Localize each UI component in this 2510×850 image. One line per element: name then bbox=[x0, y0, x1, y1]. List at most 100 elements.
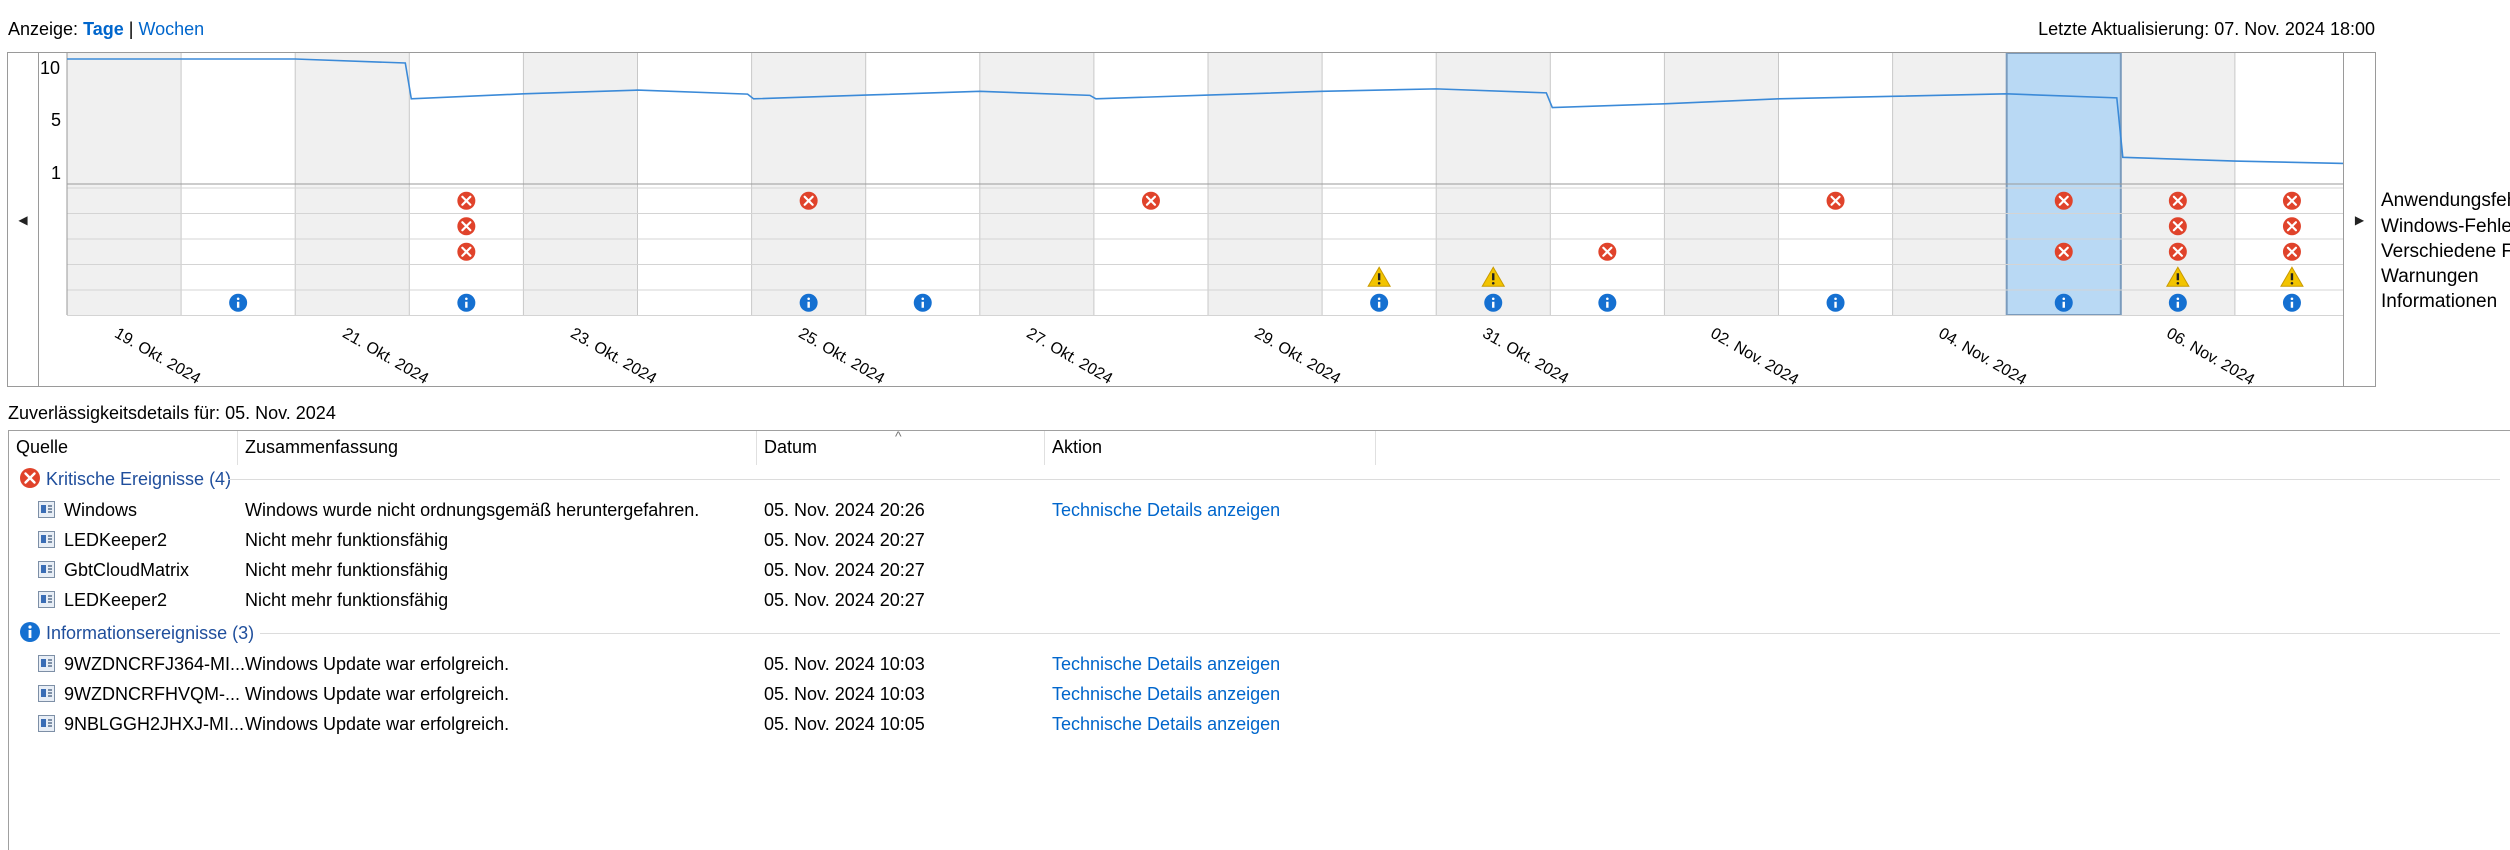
y-tick-1: 1 bbox=[51, 163, 62, 183]
row-summary[interactable]: Nicht mehr funktionsfähig bbox=[245, 530, 449, 550]
last-update: Letzte Aktualisierung: 07. Nov. 2024 18:… bbox=[2038, 19, 2375, 39]
column-header-action[interactable]: Aktion bbox=[1052, 437, 1103, 457]
info-icon-bar bbox=[1492, 301, 1495, 308]
row-summary[interactable]: Windows Update war erfolgreich. bbox=[245, 684, 510, 704]
category-misc-errors: Verschiedene Fel bbox=[2381, 241, 2510, 262]
error-icon-cross bbox=[461, 221, 472, 232]
category-informations: Informationen bbox=[2381, 291, 2498, 312]
column-divider[interactable] bbox=[237, 431, 238, 465]
info-icon-dot bbox=[236, 297, 240, 301]
error-icon-cross bbox=[1145, 195, 1157, 206]
category-windows-errors: Windows-Fehler bbox=[2381, 216, 2510, 237]
info-icon-dot bbox=[921, 297, 925, 301]
row-source[interactable]: Windows bbox=[64, 500, 138, 520]
warning-icon-mark bbox=[1492, 273, 1495, 281]
row-date[interactable]: 05. Nov. 2024 20:27 bbox=[764, 590, 925, 610]
info-icon-dot bbox=[807, 297, 810, 301]
application-icon bbox=[38, 501, 55, 518]
application-icon bbox=[38, 655, 55, 672]
group-critical-events[interactable]: Kritische Ereignisse (4) bbox=[46, 469, 232, 489]
view-separator: | bbox=[128, 19, 134, 39]
row-source[interactable]: GbtCloudMatrix bbox=[64, 560, 190, 580]
info-icon-bar bbox=[2062, 301, 2065, 308]
row-source[interactable]: LEDKeeper2 bbox=[64, 590, 168, 610]
row-date[interactable]: 05. Nov. 2024 20:26 bbox=[764, 500, 925, 520]
view-days-link[interactable]: Tage bbox=[83, 19, 124, 39]
info-icon-dot bbox=[1491, 297, 1495, 301]
row-source[interactable]: LEDKeeper2 bbox=[64, 530, 168, 550]
group-information-events[interactable]: Informationsereignisse (3) bbox=[46, 623, 255, 643]
view-selector: Anzeige: Tage | Wochen bbox=[8, 19, 204, 40]
technical-details-link[interactable]: Technische Details anzeigen bbox=[1052, 684, 1281, 704]
column-header-date[interactable]: Datum bbox=[764, 437, 818, 457]
error-icon-cross bbox=[2058, 246, 2069, 257]
row-summary[interactable]: Nicht mehr funktionsfähig bbox=[245, 560, 449, 580]
info-icon-dot bbox=[2290, 297, 2294, 301]
column-header-source[interactable]: Quelle bbox=[16, 437, 69, 457]
warning-icon-mark bbox=[2290, 273, 2294, 281]
info-icon-bar bbox=[1834, 301, 1837, 308]
reliability-chart bbox=[38, 52, 2350, 387]
row-source[interactable]: 9WZDNCRFJ364-MI... bbox=[64, 654, 246, 674]
category-app-errors: Anwendungsfeh bbox=[2381, 190, 2510, 211]
info-icon-bar bbox=[1606, 301, 1609, 308]
triangle-right-icon: ▶ bbox=[2354, 212, 2365, 227]
application-icon bbox=[38, 715, 55, 732]
row-date[interactable]: 05. Nov. 2024 10:03 bbox=[764, 684, 925, 704]
row-date[interactable]: 05. Nov. 2024 20:27 bbox=[764, 560, 925, 580]
warning-icon-dot bbox=[1491, 281, 1495, 285]
error-icon-cross bbox=[461, 195, 472, 206]
info-icon-bar bbox=[2290, 301, 2294, 308]
details-table bbox=[8, 430, 2510, 850]
reliability-chart-svg[interactable] bbox=[39, 52, 2350, 386]
column-divider[interactable] bbox=[1044, 431, 1045, 465]
error-icon-cross bbox=[2172, 221, 2183, 232]
y-tick-5: 5 bbox=[51, 110, 62, 130]
row-summary[interactable]: Windows wurde nicht ordnungsgemäß herunt… bbox=[245, 500, 700, 520]
row-date[interactable]: 05. Nov. 2024 20:27 bbox=[764, 530, 925, 550]
info-icon-bar bbox=[807, 301, 810, 308]
row-date[interactable]: 05. Nov. 2024 10:05 bbox=[764, 714, 925, 734]
row-date[interactable]: 05. Nov. 2024 10:03 bbox=[764, 654, 925, 674]
info-icon-dot bbox=[1834, 297, 1837, 301]
column-divider[interactable] bbox=[756, 431, 757, 465]
row-source[interactable]: 9NBLGGH2JHXJ-MI... bbox=[64, 714, 245, 734]
scroll-right-button[interactable]: ▶ bbox=[2343, 52, 2376, 387]
group-divider bbox=[260, 633, 2500, 634]
category-warnings: Warnungen bbox=[2381, 266, 2479, 287]
error-icon-cross bbox=[2286, 246, 2298, 257]
application-icon bbox=[38, 591, 55, 608]
view-weeks-link[interactable]: Wochen bbox=[138, 19, 205, 39]
warning-icon-dot bbox=[1377, 281, 1381, 285]
error-icon-cross bbox=[1602, 246, 1613, 257]
row-summary[interactable]: Windows Update war erfolgreich. bbox=[245, 654, 510, 674]
row-summary[interactable]: Windows Update war erfolgreich. bbox=[245, 714, 510, 734]
column-header-summary[interactable]: Zusammenfassung bbox=[245, 437, 399, 457]
group-divider bbox=[228, 479, 2500, 480]
view-label: Anzeige: bbox=[8, 19, 79, 39]
column-divider[interactable] bbox=[1375, 431, 1376, 465]
info-icon bbox=[19, 621, 41, 648]
error-icon-cross bbox=[2172, 246, 2183, 257]
info-icon-bar bbox=[921, 301, 924, 308]
triangle-left-icon: ◀ bbox=[18, 212, 28, 227]
application-icon bbox=[38, 561, 55, 578]
row-summary[interactable]: Nicht mehr funktionsfähig bbox=[245, 590, 449, 610]
warning-icon-mark bbox=[1377, 273, 1381, 281]
error-icon-cross bbox=[461, 246, 472, 257]
scroll-left-button[interactable]: ◀ bbox=[7, 52, 39, 387]
error-icon-cross bbox=[2286, 195, 2298, 206]
warning-icon-dot bbox=[2176, 281, 2180, 285]
error-icon bbox=[19, 467, 41, 494]
y-tick-10: 10 bbox=[40, 58, 61, 78]
row-source[interactable]: 9WZDNCRFHVQM-... bbox=[64, 684, 240, 704]
error-icon-cross bbox=[2058, 195, 2069, 206]
reliability-line bbox=[67, 58, 2350, 165]
info-icon-dot bbox=[2062, 297, 2066, 301]
info-icon-dot bbox=[2176, 297, 2180, 301]
technical-details-link[interactable]: Technische Details anzeigen bbox=[1052, 654, 1281, 674]
technical-details-link[interactable]: Technische Details anzeigen bbox=[1052, 500, 1281, 520]
error-icon-cross bbox=[1830, 195, 1841, 206]
warning-icon-dot bbox=[2290, 281, 2294, 285]
technical-details-link[interactable]: Technische Details anzeigen bbox=[1052, 714, 1281, 734]
